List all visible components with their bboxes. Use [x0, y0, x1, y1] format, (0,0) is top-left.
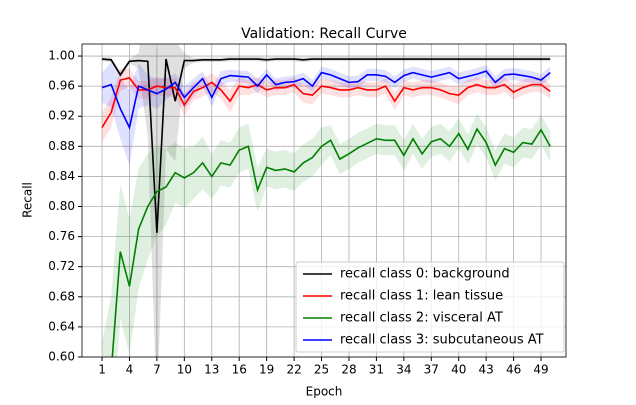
x-tick-label: 19 [259, 363, 274, 377]
y-tick-label: 0.72 [48, 259, 75, 273]
y-axis-label: Recall [21, 182, 35, 218]
x-tick-label: 46 [506, 363, 521, 377]
y-tick-label: 0.92 [48, 109, 75, 123]
x-tick-label: 16 [232, 363, 247, 377]
x-tick-label: 40 [451, 363, 466, 377]
legend-label: recall class 3: subcutaneous AT [340, 333, 544, 348]
confidence-band [102, 68, 551, 143]
x-tick-label: 1 [98, 363, 106, 377]
series-line [111, 127, 551, 357]
x-tick-label: 34 [396, 363, 411, 377]
y-tick-label: 0.68 [48, 289, 75, 303]
y-tick-label: 0.76 [48, 229, 75, 243]
y-tick-label: 0.96 [48, 79, 75, 93]
chart-title: Validation: Recall Curve [241, 26, 407, 42]
x-tick-label: 37 [424, 363, 439, 377]
legend-label: recall class 0: background [340, 267, 510, 282]
x-tick-label: 43 [479, 363, 494, 377]
plot-frame [81, 43, 567, 358]
x-tick-label: 31 [369, 363, 384, 377]
series-line [101, 58, 551, 233]
legend-box [295, 261, 565, 353]
confidence-band [102, 62, 551, 166]
y-tick-label: 0.88 [48, 139, 75, 153]
confidence-band [102, 44, 551, 357]
x-tick-label: 7 [153, 363, 161, 377]
x-tick-label: 13 [204, 363, 219, 377]
x-tick-label: 49 [533, 363, 548, 377]
series-line [101, 70, 551, 130]
legend-label: recall class 1: lean tissue [340, 289, 503, 304]
x-tick-label: 25 [314, 363, 329, 377]
x-tick-label: 10 [177, 363, 192, 377]
y-tick-label: 0.64 [48, 319, 75, 333]
x-tick-label: 4 [126, 363, 134, 377]
y-tick-label: 0.80 [48, 199, 75, 213]
plot-area [101, 44, 551, 357]
series-line [101, 76, 551, 128]
y-tick-label: 1.00 [48, 49, 75, 63]
x-axis-label: Epoch [306, 385, 343, 399]
x-tick-label: 28 [341, 363, 356, 377]
legend-label: recall class 2: visceral AT [340, 311, 503, 326]
y-tick-label: 0.60 [48, 350, 75, 364]
x-tick-label: 22 [286, 363, 301, 377]
y-tick-label: 0.84 [48, 169, 75, 183]
confidence-band [102, 113, 551, 357]
